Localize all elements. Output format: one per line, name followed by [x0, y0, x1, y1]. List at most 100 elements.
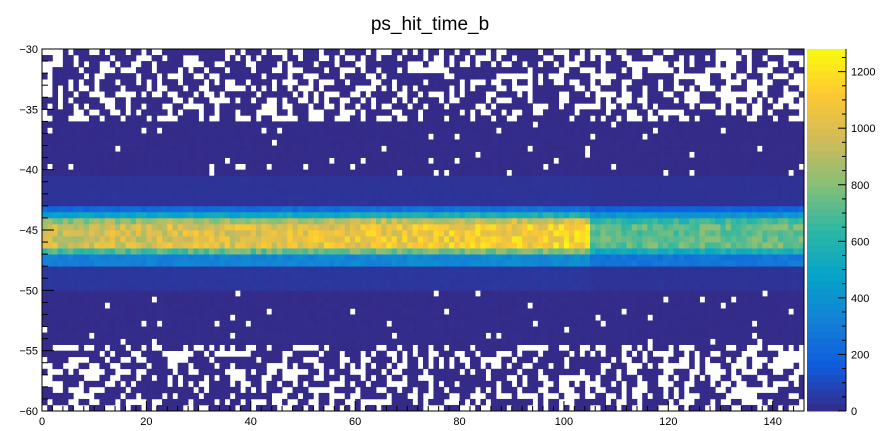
heatmap-cell	[423, 175, 429, 183]
heatmap-cell	[548, 344, 554, 352]
heatmap-cell	[652, 211, 659, 219]
heatmap-cell	[68, 380, 74, 388]
heatmap-cell	[443, 266, 450, 273]
heatmap-cell	[182, 296, 189, 303]
heatmap-cell	[480, 386, 486, 394]
heatmap-cell	[245, 392, 252, 400]
heatmap-cell	[563, 296, 570, 303]
heatmap-cell	[349, 356, 356, 364]
heatmap-cell	[57, 356, 64, 364]
heatmap-cell	[302, 308, 309, 315]
heatmap-cell	[647, 217, 653, 225]
heatmap-cell	[417, 199, 424, 207]
heatmap-cell	[261, 338, 267, 345]
heatmap-cell	[532, 386, 539, 394]
heatmap-cell	[590, 242, 596, 249]
heatmap-cell	[235, 205, 241, 213]
heatmap-cell	[798, 223, 805, 231]
heatmap-cell	[428, 290, 434, 297]
heatmap-cell	[250, 266, 257, 273]
heatmap-cell	[73, 332, 79, 339]
heatmap-cell	[88, 169, 95, 177]
heatmap-cell	[271, 296, 278, 303]
heatmap-cell	[302, 338, 309, 345]
heatmap-cell	[141, 380, 147, 388]
heatmap-cell	[282, 266, 288, 273]
heatmap-cell	[177, 248, 184, 255]
heatmap-cell	[412, 181, 419, 189]
heatmap-cell	[292, 254, 299, 261]
heatmap-cell	[109, 368, 116, 376]
heatmap-cell	[631, 284, 638, 291]
heatmap-cell	[605, 332, 612, 339]
heatmap-cell	[725, 374, 732, 382]
heatmap-cell	[657, 217, 664, 225]
heatmap-cell	[543, 230, 549, 237]
heatmap-cell	[276, 181, 283, 189]
heatmap-cell	[125, 242, 132, 249]
heatmap-cell	[412, 362, 419, 370]
heatmap-cell	[522, 356, 528, 364]
heatmap-cell	[68, 266, 74, 273]
heatmap-cell	[344, 314, 351, 321]
heatmap-cell	[302, 175, 309, 183]
heatmap-cell	[78, 398, 85, 406]
heatmap-cell	[266, 272, 272, 279]
heatmap-cell	[172, 332, 179, 339]
heatmap-cell	[229, 326, 236, 333]
heatmap-cell	[219, 236, 226, 243]
heatmap-cell	[135, 380, 142, 388]
heatmap-cell	[475, 296, 481, 303]
heatmap-cell	[616, 242, 622, 249]
heatmap-cell	[193, 236, 199, 243]
heatmap-cell	[506, 338, 513, 345]
heatmap-cell	[376, 320, 382, 327]
heatmap-cell	[402, 187, 408, 195]
heatmap-cell	[600, 266, 607, 273]
heatmap-cell	[626, 248, 633, 255]
heatmap-cell	[595, 217, 601, 225]
heatmap-cell	[537, 320, 544, 327]
heatmap-cell	[527, 356, 533, 364]
heatmap-cell	[255, 217, 262, 225]
heatmap-cell	[678, 338, 685, 345]
heatmap-cell	[449, 211, 455, 219]
heatmap-cell	[511, 181, 518, 189]
heatmap-cell	[135, 302, 142, 309]
heatmap-cell	[229, 193, 236, 201]
heatmap-cell	[668, 332, 674, 339]
heatmap-cell	[417, 266, 424, 273]
heatmap-cell	[501, 362, 507, 370]
heatmap-cell	[407, 205, 413, 213]
heatmap-cell	[88, 242, 95, 249]
heatmap-cell	[715, 254, 721, 261]
heatmap-cell	[313, 187, 319, 195]
heatmap-cell	[109, 254, 116, 261]
heatmap-cell	[616, 236, 622, 243]
heatmap-cell	[631, 314, 638, 321]
heatmap-cell	[605, 272, 612, 279]
heatmap-cell	[125, 314, 132, 321]
heatmap-cell	[449, 217, 455, 225]
heatmap-cell	[772, 193, 779, 201]
heatmap-cell	[188, 230, 194, 237]
heatmap-cell	[172, 278, 179, 285]
heatmap-cell	[344, 211, 351, 219]
heatmap-cell	[710, 332, 716, 339]
heatmap-cell	[574, 296, 580, 303]
heatmap-cell	[224, 266, 231, 273]
heatmap-cell	[47, 302, 53, 309]
heatmap-cell	[349, 296, 356, 303]
heatmap-cell	[62, 217, 69, 225]
heatmap-cell	[610, 368, 617, 376]
heatmap-cell	[198, 374, 205, 382]
heatmap-cell	[109, 181, 116, 189]
heatmap-cell	[673, 314, 680, 321]
heatmap-cell	[407, 398, 413, 406]
heatmap-cell	[162, 398, 168, 406]
heatmap-cell	[240, 332, 246, 339]
heatmap-cell	[574, 260, 580, 267]
heatmap-cell	[323, 230, 330, 237]
heatmap-cell	[370, 205, 377, 213]
heatmap-cell	[381, 404, 387, 412]
